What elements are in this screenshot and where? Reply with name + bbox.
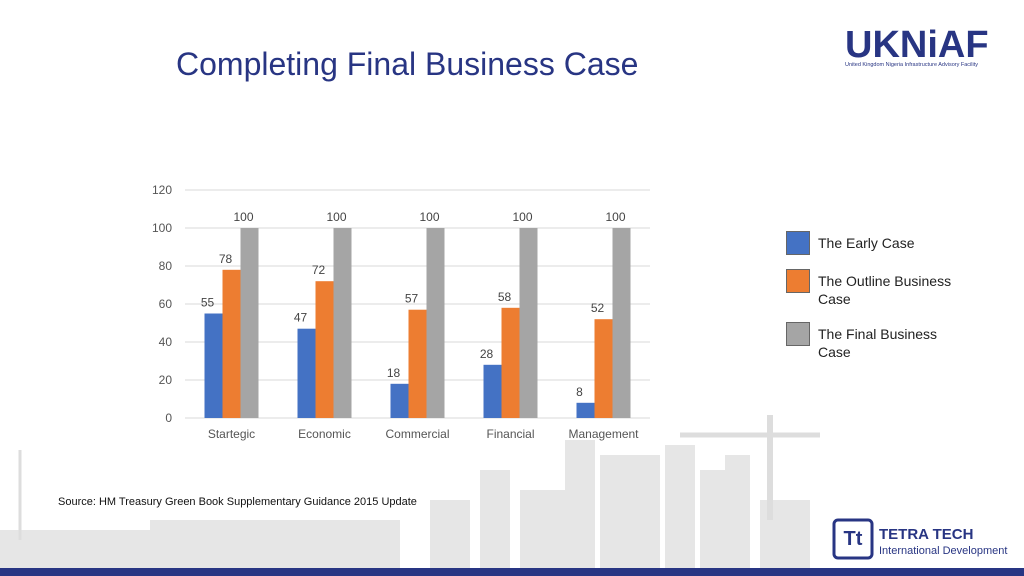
logo-name: UKNiAF [845, 24, 989, 66]
partner-icon-letters: Tt [844, 528, 863, 550]
legend-label: The Early Case [818, 235, 915, 251]
source-note: Source: HM Treasury Green Book Supplemen… [58, 496, 417, 508]
data-label: 78 [219, 252, 233, 266]
data-label: 57 [405, 292, 419, 306]
y-tick-label: 60 [159, 297, 173, 311]
y-tick-label: 100 [152, 221, 172, 235]
data-label: 100 [419, 210, 439, 224]
bar [204, 313, 223, 418]
data-label: 100 [233, 210, 253, 224]
x-tick-label: Management [568, 427, 639, 441]
x-tick-label: Startegic [208, 427, 255, 441]
x-tick-label: Commercial [385, 427, 449, 441]
bar [519, 228, 538, 418]
data-label: 58 [498, 290, 512, 304]
partner-icon [832, 518, 874, 560]
bar [240, 228, 259, 418]
data-label: 18 [387, 366, 401, 380]
bottom-band [0, 568, 1024, 576]
data-label: 72 [312, 263, 326, 277]
data-label: 100 [326, 210, 346, 224]
bar [297, 328, 316, 418]
bar [315, 281, 334, 418]
partner-division: International Development [879, 545, 1007, 557]
legend-label: The Final Business Case [818, 326, 938, 360]
bar [426, 228, 445, 418]
legend-swatch [786, 269, 810, 293]
x-tick-label: Economic [298, 427, 351, 441]
bar [222, 269, 241, 418]
legend: The Early Case The Outline Business Case T… [786, 229, 966, 373]
legend-label: The Outline Business Case [818, 273, 952, 307]
legend-item: The Final Business Case [786, 320, 966, 361]
bar [594, 319, 613, 418]
data-label: 100 [512, 210, 532, 224]
y-tick-label: 20 [159, 373, 173, 387]
y-tick-label: 80 [159, 259, 173, 273]
data-label: 8 [576, 385, 583, 399]
y-tick-label: 0 [165, 411, 172, 425]
legend-item: The Outline Business Case [786, 267, 966, 308]
bar [501, 307, 520, 418]
x-tick-label: Financial [486, 427, 534, 441]
logo-tagline: United Kingdom Nigeria Infrastructure Ad… [845, 62, 978, 68]
skyline-decoration [0, 415, 820, 576]
data-label: 47 [294, 311, 308, 325]
data-label: 52 [591, 301, 605, 315]
data-label: 100 [605, 210, 625, 224]
bar [333, 228, 352, 418]
bar [408, 309, 427, 418]
bar [483, 364, 502, 418]
y-tick-label: 120 [152, 183, 172, 197]
bar [390, 383, 409, 418]
bar [612, 228, 631, 418]
y-tick-label: 40 [159, 335, 173, 349]
partner-name: TETRA TECH [879, 526, 973, 543]
slide-title: Completing Final Business Case [176, 46, 638, 82]
legend-swatch [786, 322, 810, 346]
legend-swatch [786, 231, 810, 255]
data-label: 55 [201, 296, 215, 310]
legend-item: The Early Case [786, 229, 966, 255]
data-label: 28 [480, 347, 494, 361]
bar [576, 402, 595, 418]
